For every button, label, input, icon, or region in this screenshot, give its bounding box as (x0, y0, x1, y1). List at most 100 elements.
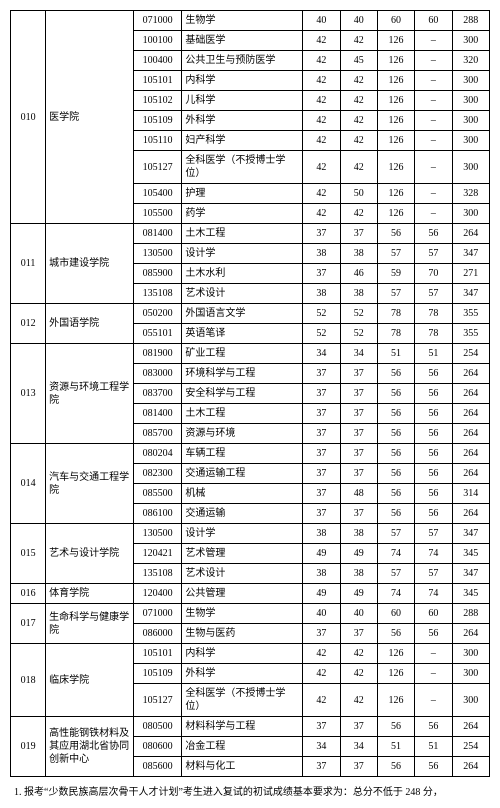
table-row: 011城市建设学院081400土木工程37375656264 (11, 224, 490, 244)
score-cell: 37 (340, 624, 377, 644)
score-cell: 56 (415, 384, 452, 404)
score-cell: 37 (303, 484, 340, 504)
score-cell: 49 (340, 584, 377, 604)
major-code: 071000 (134, 11, 182, 31)
score-cell: – (415, 664, 452, 684)
major-name: 基础医学 (182, 31, 303, 51)
score-cell: 60 (377, 11, 414, 31)
score-cell: 38 (340, 284, 377, 304)
score-cell: 51 (415, 737, 452, 757)
school-name: 高性能钢铁材料及其应用湖北省协同创新中心 (46, 717, 134, 777)
score-cell: 37 (340, 504, 377, 524)
major-name: 土木水利 (182, 264, 303, 284)
major-name: 外科学 (182, 664, 303, 684)
major-name: 环境科学与工程 (182, 364, 303, 384)
major-code: 050200 (134, 304, 182, 324)
score-cell: 300 (452, 91, 489, 111)
score-cell: 42 (303, 131, 340, 151)
score-cell: 56 (415, 444, 452, 464)
score-cell: 355 (452, 304, 489, 324)
score-cell: 126 (377, 91, 414, 111)
major-name: 艺术设计 (182, 564, 303, 584)
score-cell: 345 (452, 584, 489, 604)
score-cell: 42 (303, 644, 340, 664)
major-name: 材料科学与工程 (182, 717, 303, 737)
score-cell: 38 (340, 524, 377, 544)
score-cell: 56 (377, 384, 414, 404)
score-cell: 126 (377, 31, 414, 51)
school-name: 生命科学与健康学院 (46, 604, 134, 644)
major-name: 艺术管理 (182, 544, 303, 564)
major-code: 105127 (134, 684, 182, 717)
score-cell: 60 (377, 604, 414, 624)
score-cell: 52 (303, 304, 340, 324)
score-cell: 37 (340, 364, 377, 384)
major-code: 105109 (134, 664, 182, 684)
score-cell: 320 (452, 51, 489, 71)
major-code: 105102 (134, 91, 182, 111)
score-cell: 38 (340, 564, 377, 584)
score-cell: 49 (340, 544, 377, 564)
score-cell: 37 (303, 364, 340, 384)
table-row: 012外国语学院050200外国语言文学52527878355 (11, 304, 490, 324)
score-cell: 52 (340, 304, 377, 324)
score-cell: 37 (303, 224, 340, 244)
score-cell: 60 (415, 604, 452, 624)
score-cell: 40 (340, 11, 377, 31)
major-code: 080600 (134, 737, 182, 757)
score-cell: 300 (452, 684, 489, 717)
school-code: 015 (11, 524, 46, 584)
score-cell: 56 (415, 464, 452, 484)
major-name: 内科学 (182, 644, 303, 664)
score-cell: 56 (415, 404, 452, 424)
score-cell: 38 (340, 244, 377, 264)
score-cell: 37 (303, 464, 340, 484)
table-row: 014汽车与交通工程学院080204车辆工程37375656264 (11, 444, 490, 464)
score-cell: – (415, 204, 452, 224)
score-cell: 57 (377, 564, 414, 584)
score-cell: – (415, 684, 452, 717)
score-cell: 78 (377, 304, 414, 324)
major-code: 085600 (134, 757, 182, 777)
score-cell: 45 (340, 51, 377, 71)
score-cell: 264 (452, 717, 489, 737)
school-code: 016 (11, 584, 46, 604)
major-code: 130500 (134, 524, 182, 544)
score-cell: 42 (303, 71, 340, 91)
school-code: 012 (11, 304, 46, 344)
score-cell: 74 (377, 544, 414, 564)
major-code: 071000 (134, 604, 182, 624)
score-cell: 264 (452, 464, 489, 484)
major-name: 护理 (182, 184, 303, 204)
major-code: 105109 (134, 111, 182, 131)
school-name: 城市建设学院 (46, 224, 134, 304)
score-cell: 56 (415, 364, 452, 384)
score-cell: – (415, 151, 452, 184)
major-code: 085900 (134, 264, 182, 284)
score-cell: 42 (340, 151, 377, 184)
school-name: 艺术与设计学院 (46, 524, 134, 584)
score-cell: – (415, 31, 452, 51)
score-cell: 42 (303, 31, 340, 51)
score-cell: 42 (340, 204, 377, 224)
major-code: 080500 (134, 717, 182, 737)
table-row: 015艺术与设计学院130500设计学38385757347 (11, 524, 490, 544)
score-cell: 271 (452, 264, 489, 284)
major-code: 100100 (134, 31, 182, 51)
major-code: 085700 (134, 424, 182, 444)
table-row: 018临床学院105101内科学4242126–300 (11, 644, 490, 664)
major-name: 妇产科学 (182, 131, 303, 151)
major-name: 公共卫生与预防医学 (182, 51, 303, 71)
score-cell: 38 (303, 564, 340, 584)
school-name: 临床学院 (46, 644, 134, 717)
score-cell: 126 (377, 51, 414, 71)
major-code: 105500 (134, 204, 182, 224)
score-cell: 126 (377, 664, 414, 684)
score-cell: 264 (452, 624, 489, 644)
score-cell: 52 (303, 324, 340, 344)
table-row: 010医学院071000生物学40406060288 (11, 11, 490, 31)
score-cell: 42 (340, 664, 377, 684)
major-code: 105110 (134, 131, 182, 151)
score-cell: 37 (340, 224, 377, 244)
score-cell: 37 (340, 424, 377, 444)
